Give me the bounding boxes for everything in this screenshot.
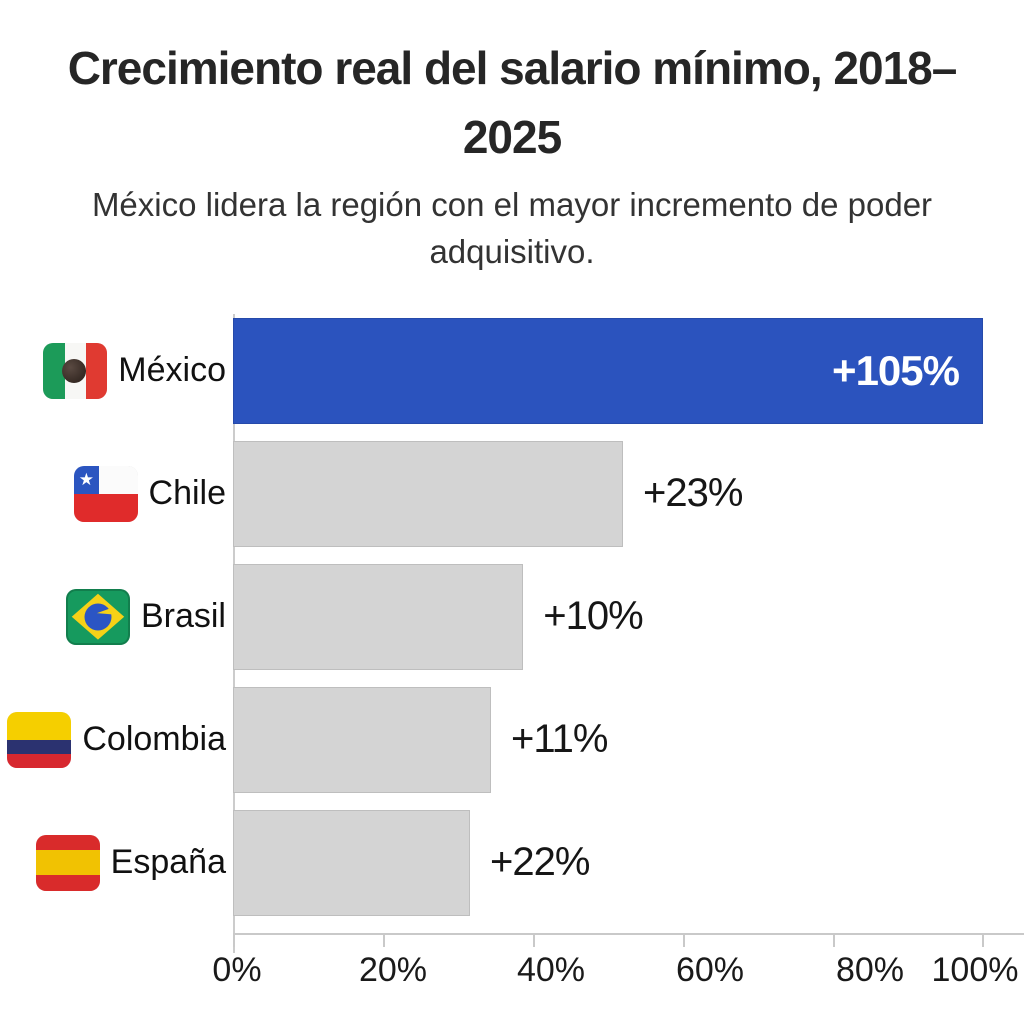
chart-row-colombia: Colombia +11% [0, 686, 1024, 793]
mexico-flag-icon [43, 342, 108, 399]
value-label: +22% [490, 840, 590, 885]
chart-row-brasil: Brasil +10% [0, 563, 1024, 670]
value-label: +11% [511, 717, 608, 762]
chart-title: Crecimiento real del salario mínimo, 201… [67, 42, 958, 163]
tick-label: 0% [212, 950, 262, 989]
chile-star: ★ [73, 465, 100, 494]
country-label: Brasil [140, 597, 226, 636]
axis-tick [683, 934, 685, 947]
country-label: Colombia [82, 720, 226, 759]
row-label-group: España [0, 834, 233, 891]
value-label: +105% [832, 346, 960, 394]
country-label: España [110, 843, 226, 882]
chart-row-chile: ★ Chile +23% [0, 440, 1024, 547]
tick-label: 40% [516, 950, 586, 989]
colombia-flag-icon [7, 711, 72, 768]
bar-track: +105% [233, 317, 1024, 424]
row-label-group: México [0, 342, 233, 399]
tick-label: 80% [835, 950, 905, 989]
tick-label: 60% [675, 950, 745, 989]
bar-track: +10% [233, 563, 1024, 670]
axis-tick [383, 934, 385, 947]
bar-chile [233, 440, 623, 547]
bar-espana [233, 809, 470, 916]
country-label: Chile [148, 474, 226, 513]
infographic: Crecimiento real del salario mínimo, 201… [0, 34, 1024, 1024]
value-label: +23% [643, 471, 743, 516]
bar-colombia [233, 686, 491, 793]
chile-flag-icon: ★ [73, 465, 138, 522]
chart-row-mexico: México +105% [0, 317, 1024, 424]
tick-label: 20% [358, 950, 428, 989]
bar-brasil [233, 563, 524, 670]
row-label-group: Colombia [0, 711, 233, 768]
brasil-flag-icon [65, 588, 130, 645]
chart-subtitle: México lidera la región con el mayor inc… [91, 186, 933, 270]
x-axis-tick-labels: 0% 20% 40% 60% 80% 100% [212, 950, 1024, 1003]
bar-track: +11% [233, 686, 1024, 793]
bar-mexico: +105% [233, 317, 983, 424]
tick-label: 100% [931, 950, 1019, 989]
mexico-eagle-emblem [62, 358, 87, 383]
x-axis [233, 932, 1024, 947]
row-label-group: Brasil [0, 588, 233, 645]
country-label: México [118, 351, 226, 390]
espana-flag-icon [35, 834, 100, 891]
axis-tick [982, 934, 984, 947]
axis-tick [833, 934, 835, 947]
value-label: +10% [543, 594, 643, 639]
bar-chart: México +105% ★ Chile +23% [0, 313, 1024, 1003]
axis-tick [233, 934, 235, 947]
axis-tick [533, 934, 535, 947]
row-label-group: ★ Chile [0, 465, 233, 522]
bar-track: +22% [233, 809, 1024, 916]
bar-track: +23% [233, 440, 1024, 547]
chart-row-espana: España +22% [0, 809, 1024, 916]
